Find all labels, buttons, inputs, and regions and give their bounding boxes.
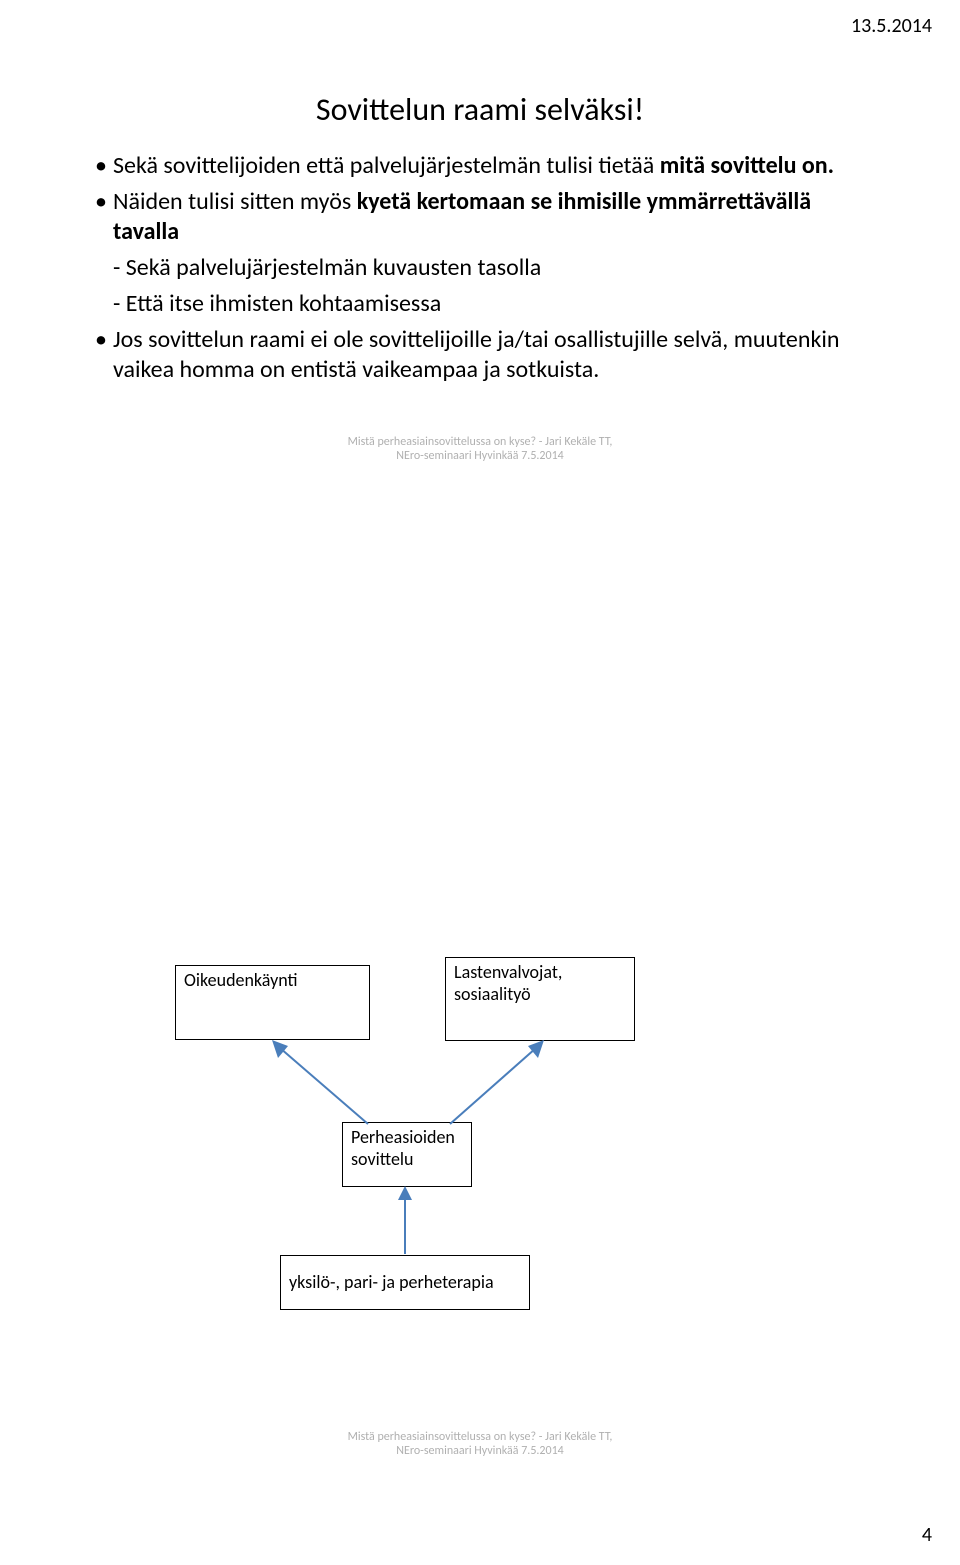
- bullet-5-text: Jos sovittelun raami ei ole sovittelijoi…: [113, 325, 839, 384]
- bullet-4: - Että itse ihmisten kohtaamisessa: [95, 289, 865, 319]
- node-lastenvalvojat-l2: sosiaalityö: [454, 984, 562, 1006]
- bullet-3: - Sekä palvelujärjestelmän kuvausten tas…: [95, 253, 865, 283]
- node-yksilo: yksilö-, pari- ja perheterapia: [280, 1255, 530, 1310]
- slide-1-title: Sovittelun raami selväksi!: [95, 90, 865, 129]
- header-date: 13.5.2014: [851, 14, 932, 38]
- bullet-3-text: - Sekä palvelujärjestelmän kuvausten tas…: [113, 253, 541, 282]
- node-lastenvalvojat-l1: Lastenvalvojat,: [454, 962, 562, 984]
- node-oikeudenkaynti-label: Oikeudenkäynti: [184, 970, 298, 992]
- slide-2-footer: Mistä perheasiainsovittelussa on kyse? -…: [95, 1430, 865, 1459]
- bullet-1: Sekä sovittelijoiden että palvelujärjest…: [95, 151, 865, 181]
- arrow-left: [268, 1038, 378, 1128]
- node-oikeudenkaynti: Oikeudenkäynti: [175, 965, 370, 1040]
- arrow-right: [440, 1038, 550, 1128]
- node-lastenvalvojat: Lastenvalvojat, sosiaalityö: [445, 957, 635, 1041]
- page-number: 4: [922, 1523, 932, 1547]
- bullet-2-pre: Näiden tulisi sitten myös: [113, 187, 357, 216]
- slide-1-bullets: Sekä sovittelijoiden että palvelujärjest…: [95, 151, 865, 385]
- bullet-1-pre: Sekä sovittelijoiden että palvelujärjest…: [113, 151, 660, 180]
- node-perheasioiden-l2: sovittelu: [351, 1149, 455, 1171]
- node-perheasioiden-l1: Perheasioiden: [351, 1127, 455, 1149]
- bullet-4-text: - Että itse ihmisten kohtaamisessa: [113, 289, 441, 318]
- arrow-up: [395, 1186, 415, 1256]
- slide-2-footer-line2: NEro-seminaari Hyvinkää 7.5.2014: [95, 1444, 865, 1458]
- bullet-5: Jos sovittelun raami ei ole sovittelijoi…: [95, 325, 865, 385]
- bullet-2: Näiden tulisi sitten myös kyetä kertomaa…: [95, 187, 865, 247]
- node-perheasioiden: Perheasioiden sovittelu: [342, 1122, 472, 1187]
- bullet-1-bold: mitä sovittelu on.: [660, 151, 834, 180]
- slide-1-footer: Mistä perheasiainsovittelussa on kyse? -…: [95, 435, 865, 464]
- slide-1-footer-line1: Mistä perheasiainsovittelussa on kyse? -…: [95, 435, 865, 449]
- slide-1-footer-line2: NEro-seminaari Hyvinkää 7.5.2014: [95, 449, 865, 463]
- slide-2-footer-line1: Mistä perheasiainsovittelussa on kyse? -…: [95, 1430, 865, 1444]
- slide-1: Sovittelun raami selväksi! Sekä sovittel…: [95, 90, 865, 464]
- node-yksilo-label: yksilö-, pari- ja perheterapia: [289, 1272, 494, 1294]
